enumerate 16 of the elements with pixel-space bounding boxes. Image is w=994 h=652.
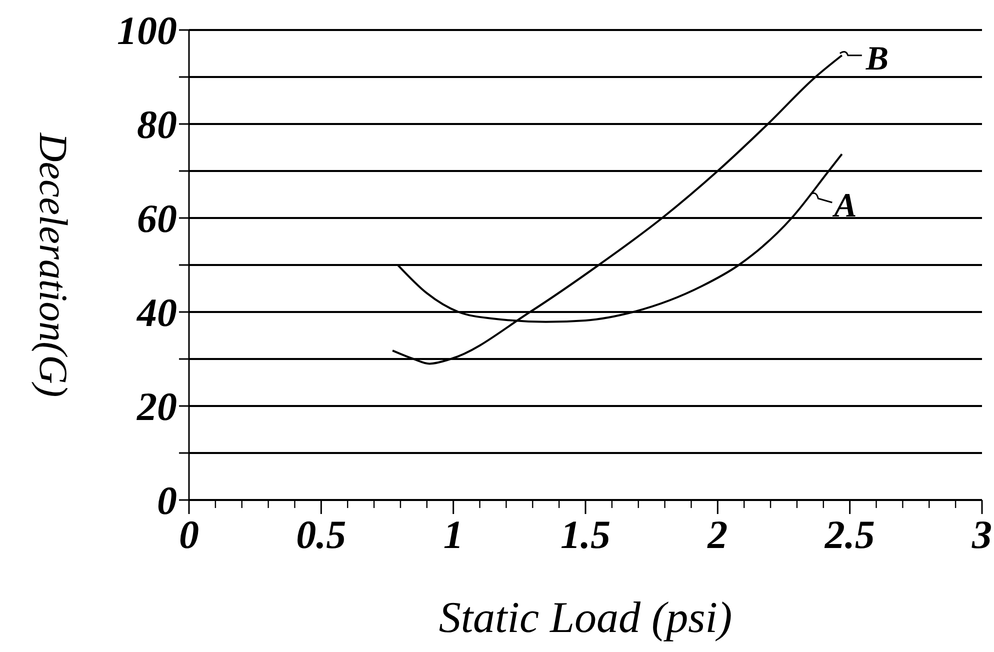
legend-label: B [864,40,889,78]
y-tick-label: 100 [117,8,177,53]
y-tick-label: 20 [136,384,177,429]
y-axis-title: Deceleration(G) [31,132,76,398]
y-tick-label: 60 [137,196,177,241]
x-tick-label: 1 [443,512,464,557]
x-axis-title: Static Load (psi) [438,593,732,642]
x-tick-label: 1.5 [560,512,610,557]
y-tick-label: 40 [136,290,177,335]
legend-label: A [832,188,857,224]
y-tick-label: 80 [137,102,177,147]
y-tick-label: 0 [157,478,177,523]
x-tick-label: 2 [706,512,728,557]
x-tick-label: 0.5 [296,512,346,557]
x-tick-label: 2.5 [824,512,875,557]
x-tick-label: 3 [971,512,992,557]
